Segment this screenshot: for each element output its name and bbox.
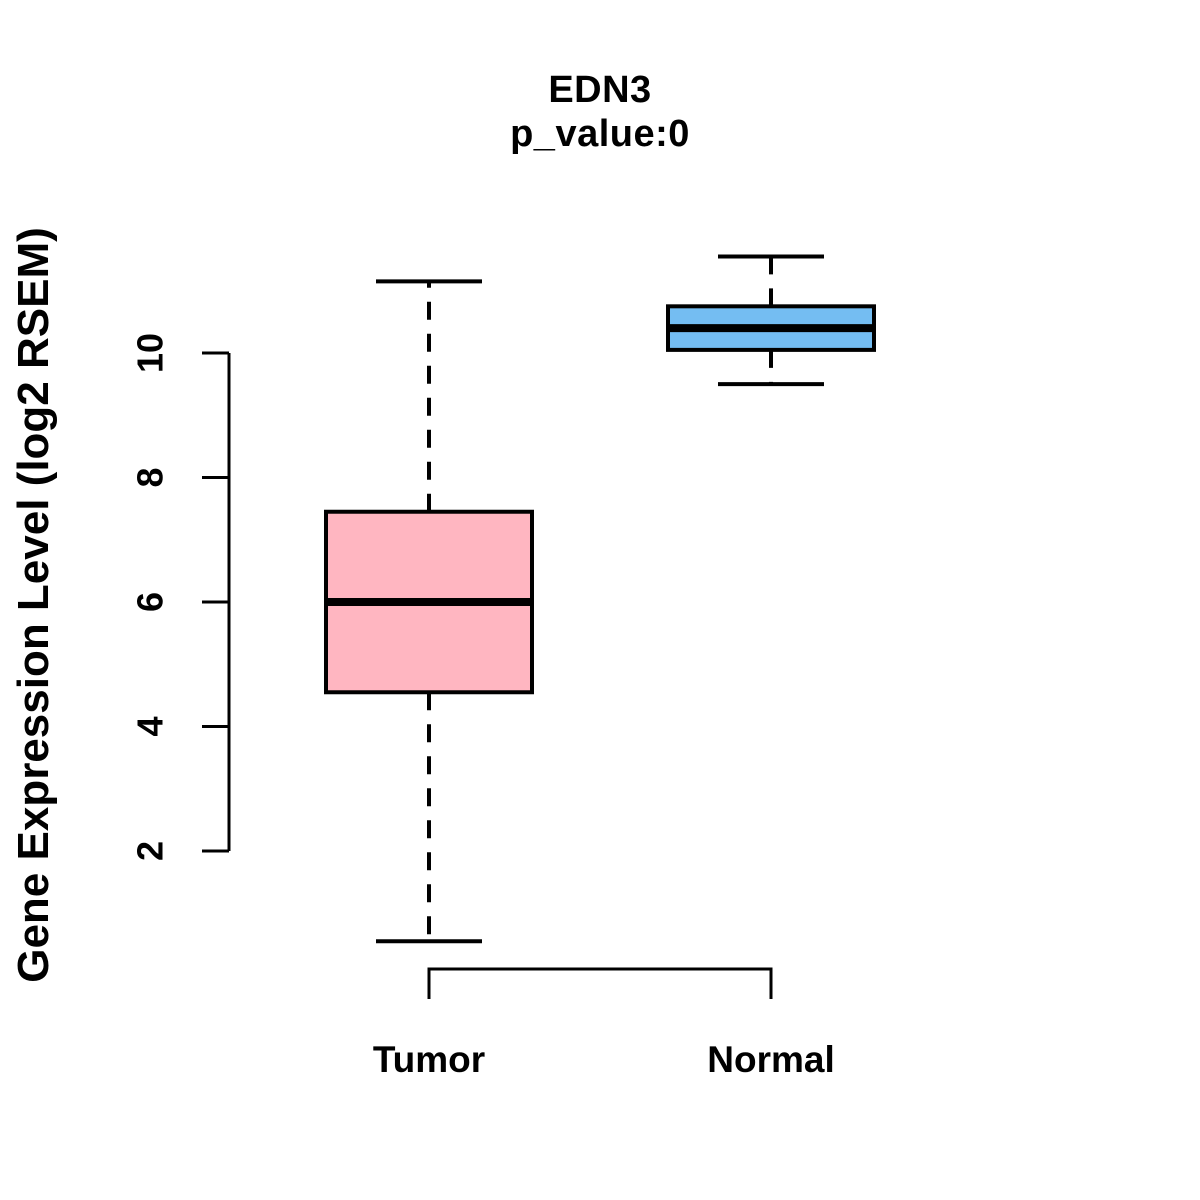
y-tick-label: 2 <box>130 841 171 861</box>
chart-subtitle: p_value:0 <box>510 113 690 155</box>
y-tick-label: 10 <box>130 333 171 373</box>
x-category-label-tumor: Tumor <box>372 1039 486 1080</box>
boxplot-tumor <box>324 279 534 944</box>
x-category-label-normal: Normal <box>707 1039 835 1080</box>
y-tick-label: 8 <box>130 467 171 487</box>
y-tick-label: 4 <box>130 716 171 736</box>
chart-title: EDN3 <box>548 69 652 111</box>
boxplot-normal <box>666 254 876 387</box>
y-tick-label: 6 <box>130 592 171 612</box>
x-axis-line <box>427 967 773 999</box>
